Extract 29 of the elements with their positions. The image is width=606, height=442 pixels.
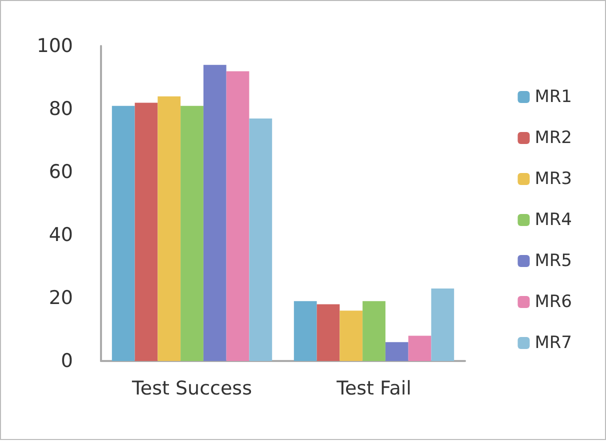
legend-label: MR6	[534, 292, 572, 312]
y-tick-label: 40	[48, 224, 73, 246]
y-tick-label: 100	[36, 35, 73, 57]
bar	[362, 301, 386, 361]
y-tick-label: 80	[48, 98, 73, 120]
bar	[431, 288, 454, 361]
x-tick-label: Test Success	[131, 378, 252, 400]
legend-label: MR1	[534, 87, 572, 107]
y-tick-label: 20	[48, 287, 73, 309]
bar	[249, 118, 272, 361]
bar	[408, 336, 432, 361]
legend-label: MR2	[534, 128, 572, 148]
y-tick-label: 0	[60, 350, 73, 372]
legend-label: MR3	[534, 169, 572, 189]
legend-label: MR4	[534, 210, 572, 230]
bar	[203, 64, 226, 361]
x-tick-label: Test Fail	[336, 378, 412, 400]
bar	[340, 310, 363, 361]
y-tick-label: 60	[48, 161, 73, 183]
bar	[158, 96, 181, 361]
bar	[112, 106, 135, 361]
bar	[226, 71, 250, 361]
bar	[385, 342, 408, 361]
legend-label: MR7	[534, 333, 572, 353]
bar	[294, 301, 317, 361]
legend-label: MR5	[534, 251, 572, 271]
bar	[180, 106, 204, 361]
bar	[134, 102, 158, 361]
bar	[316, 304, 340, 361]
